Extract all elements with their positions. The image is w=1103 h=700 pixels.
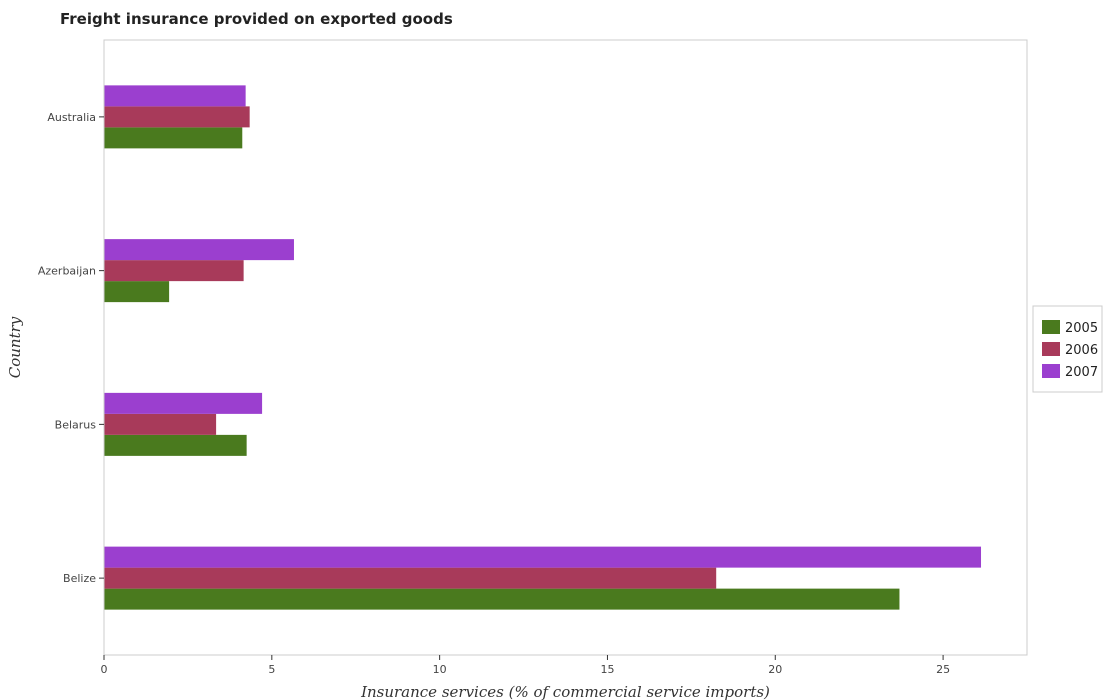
chart-title: Freight insurance provided on exported g… [60, 10, 453, 28]
bar-australia-2005 [104, 127, 243, 149]
legend-swatch-2006 [1042, 342, 1060, 356]
legend-swatch-2007 [1042, 364, 1060, 378]
bar-belize-2007 [104, 546, 982, 568]
x-tick-label: 15 [600, 663, 614, 676]
bar-belize-2005 [104, 588, 900, 610]
bar-azerbaijan-2005 [104, 281, 170, 303]
x-axis-label: Insurance services (% of commercial serv… [360, 683, 770, 700]
x-tick-label: 0 [101, 663, 108, 676]
x-axis: 0 5 10 15 20 25 [101, 655, 950, 676]
x-tick-label: 20 [768, 663, 782, 676]
bar-australia-2006 [104, 106, 250, 128]
y-tick-label: Azerbaijan [38, 265, 96, 278]
legend-swatch-2005 [1042, 320, 1060, 334]
bar-australia-2007 [104, 85, 246, 107]
x-tick-label: 10 [433, 663, 447, 676]
bar-belize-2006 [104, 567, 717, 589]
y-axis: Australia Azerbaijan Belarus Belize [38, 111, 104, 585]
legend-label-2006: 2006 [1065, 343, 1098, 358]
bar-azerbaijan-2006 [104, 260, 244, 282]
bar-azerbaijan-2007 [104, 239, 294, 261]
y-tick-label: Belize [63, 572, 96, 585]
y-tick-label: Australia [47, 111, 96, 124]
x-tick-label: 5 [268, 663, 275, 676]
y-axis-label: Country [6, 316, 24, 378]
legend-label-2005: 2005 [1065, 321, 1098, 336]
x-tick-label: 25 [936, 663, 950, 676]
bar-belarus-2005 [104, 434, 247, 456]
legend-label-2007: 2007 [1065, 365, 1098, 380]
bar-belarus-2006 [104, 413, 217, 435]
bars-group [104, 85, 982, 610]
bar-belarus-2007 [104, 392, 263, 414]
plot-area [103, 39, 1028, 656]
legend: 2005 2006 2007 [1032, 305, 1103, 393]
y-tick-label: Belarus [55, 418, 97, 431]
